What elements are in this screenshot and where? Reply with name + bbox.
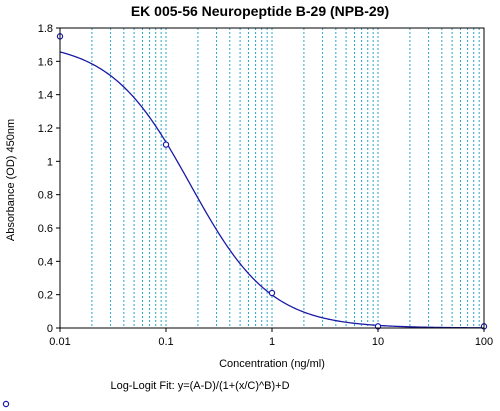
y-tick-label: 1.6 xyxy=(38,56,53,68)
y-tick-label: 1.4 xyxy=(38,90,53,102)
y-tick-label: 0.4 xyxy=(38,256,53,268)
x-tick-label: 100 xyxy=(475,336,493,348)
data-point xyxy=(162,141,170,148)
x-tick-label: 1 xyxy=(269,336,275,348)
y-tick-label: 0.6 xyxy=(38,223,53,235)
chart-title: EK 005-56 Neuropeptide B-29 (NPB-29) xyxy=(131,3,389,19)
x-tick-label: 0.1 xyxy=(158,336,173,348)
data-point xyxy=(268,289,276,297)
x-tick-label: 10 xyxy=(372,336,384,348)
y-axis-label: Absorbance (OD) 450nm xyxy=(5,119,17,241)
y-tick-label: 1 xyxy=(47,156,53,168)
grid-lines xyxy=(91,28,480,328)
x-axis-ticks: 0.01 0.1 1 10 100 xyxy=(49,328,493,348)
x-axis-label: Concentration (ng/ml) xyxy=(219,358,325,370)
y-axis-ticks: 0 0.2 0.4 0.6 0.8 1 1.2 1.4 1.6 1.8 xyxy=(38,23,60,335)
y-tick-label: 0.2 xyxy=(38,290,53,302)
y-tick-label: 0 xyxy=(47,323,53,335)
fit-equation: Log-Logit Fit: y=(A-D)/(1+(x/C)^B)+D xyxy=(110,380,289,392)
x-tick-label: 0.01 xyxy=(49,336,70,348)
y-tick-label: 1.2 xyxy=(38,123,53,135)
legend-marker xyxy=(2,400,10,408)
y-tick-label: 0.8 xyxy=(38,190,53,202)
y-tick-label: 1.8 xyxy=(38,23,53,35)
